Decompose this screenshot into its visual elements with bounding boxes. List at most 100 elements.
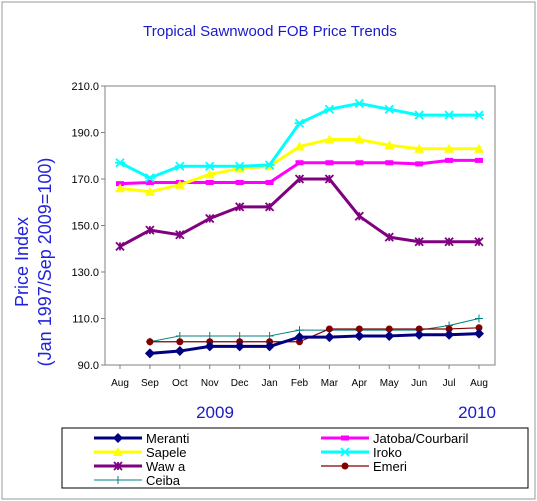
data-point-iroko: [234, 161, 245, 171]
year-label-2009: 2009: [196, 403, 234, 422]
data-point-jatoba-courbaril: [265, 179, 274, 185]
data-point-sapele: [444, 143, 455, 153]
legend-item-ceiba: Ceiba: [94, 473, 181, 488]
x-tick-label: Feb: [291, 378, 309, 389]
data-point-waw-a: [115, 241, 125, 252]
x-tick-label: Jan: [262, 378, 278, 389]
data-point-emeri: [355, 325, 363, 333]
data-point-waw-a: [324, 174, 335, 184]
data-point-jatoba-courbaril: [475, 157, 483, 163]
data-point-jatoba-courbaril: [145, 179, 154, 185]
data-point-iroko: [354, 98, 365, 109]
data-point-iroko: [414, 110, 425, 120]
data-point-meranti: [354, 330, 365, 341]
y-tick-label: 110.0: [72, 314, 99, 326]
legend-marker-meranti: [113, 433, 123, 443]
legend-marker-ceiba: [114, 476, 122, 484]
legend-marker-emeri: [341, 462, 349, 470]
data-point-jatoba-courbaril: [415, 161, 424, 167]
data-point-sapele: [204, 169, 215, 179]
data-point-jatoba-courbaril: [295, 160, 304, 166]
legend-label-meranti: Meranti: [146, 431, 189, 446]
data-point-meranti: [294, 332, 305, 343]
data-point-iroko: [144, 173, 155, 183]
legend-item-jatoba-courbaril: Jatoba/Courbaril: [321, 431, 468, 446]
data-point-meranti: [414, 329, 425, 340]
data-point-iroko: [174, 161, 185, 171]
data-point-emeri: [176, 338, 184, 346]
legend-item-sapele: Sapele: [94, 445, 186, 460]
data-point-waw-a: [145, 225, 155, 235]
y-tick-label: 90.0: [78, 360, 99, 372]
data-point-sapele: [174, 179, 185, 189]
data-point-iroko: [264, 160, 275, 170]
chart-title: Tropical Sawnwood FOB Price Trends: [143, 23, 397, 40]
x-tick-label: Jun: [411, 378, 427, 389]
plot-area: 90.0 110.0 130.0 150.0 170.0 190.0 210.0 Aug Sep…: [71, 81, 496, 389]
legend-label-jatoba-courbaril: Jatoba/Courbaril: [373, 431, 468, 446]
data-point-waw-a: [414, 237, 424, 247]
data-point-meranti: [384, 330, 395, 341]
data-point-emeri: [445, 325, 453, 333]
data-point-iroko: [115, 158, 125, 168]
legend: Meranti Jatoba/Courbaril Sapele Iroko Waw a E…: [94, 431, 468, 488]
data-point-meranti: [324, 332, 335, 343]
data-point-waw-a: [264, 202, 275, 212]
data-point-meranti: [234, 341, 245, 352]
data-point-jatoba-courbaril: [325, 160, 334, 166]
data-point-sapele: [474, 143, 484, 153]
data-point-iroko: [204, 161, 215, 171]
legend-label-sapele: Sapele: [146, 445, 186, 460]
y-tick-label: 190.0: [71, 128, 99, 140]
y-tick-label: 130.0: [71, 267, 99, 279]
data-point-waw-a: [205, 213, 215, 224]
data-point-meranti: [264, 341, 275, 352]
data-point-waw-a: [444, 237, 454, 247]
data-point-sapele: [294, 141, 305, 151]
data-point-sapele: [414, 143, 425, 153]
data-point-emeri: [415, 325, 423, 333]
legend-marker-iroko: [340, 447, 350, 457]
x-tick-label: Nov: [201, 378, 219, 389]
data-point-waw-a: [474, 237, 484, 247]
year-label-2010: 2010: [458, 403, 496, 422]
data-point-iroko: [444, 110, 455, 120]
x-tick-label: Sep: [141, 378, 159, 389]
legend-marker-sapele: [113, 447, 123, 456]
x-tick-label: Mar: [321, 378, 339, 389]
legend-marker-waw-a: [113, 461, 123, 471]
x-tick-label: Aug: [470, 378, 488, 389]
data-point-meranti: [144, 348, 155, 359]
data-point-meranti: [444, 329, 455, 340]
data-point-jatoba-courbaril: [355, 160, 364, 166]
data-point-waw-a: [384, 232, 394, 242]
data-point-waw-a: [294, 174, 305, 184]
data-point-waw-a: [175, 230, 185, 240]
data-point-sapele: [324, 134, 335, 144]
data-point-meranti: [174, 346, 185, 357]
data-point-emeri: [475, 324, 483, 332]
data-point-sapele: [115, 183, 125, 193]
legend-item-emeri: Emeri: [321, 459, 407, 474]
y-tick-label: 170.0: [71, 174, 99, 186]
legend-label-ceiba: Ceiba: [146, 473, 181, 488]
data-point-waw-a: [354, 211, 364, 221]
data-point-sapele: [354, 134, 365, 144]
y-tick-label: 210.0: [71, 81, 99, 93]
data-point-meranti: [204, 341, 215, 352]
legend-label-iroko: Iroko: [373, 445, 402, 460]
x-tick-label: Aug: [111, 378, 129, 389]
data-point-emeri: [385, 325, 393, 333]
data-point-emeri: [146, 338, 154, 346]
data-point-jatoba-courbaril: [445, 157, 454, 163]
x-tick-label: Oct: [172, 378, 188, 389]
y-tick-label: 150.0: [71, 221, 99, 233]
data-point-iroko: [474, 110, 484, 120]
y-axis-label-line2: (Jan 1997/Sep 2009=100): [35, 158, 55, 367]
legend-label-emeri: Emeri: [373, 459, 407, 474]
legend-item-meranti: Meranti: [94, 431, 189, 446]
data-point-iroko: [294, 118, 305, 128]
data-point-jatoba-courbaril: [385, 160, 394, 166]
data-point-sapele: [384, 140, 395, 150]
